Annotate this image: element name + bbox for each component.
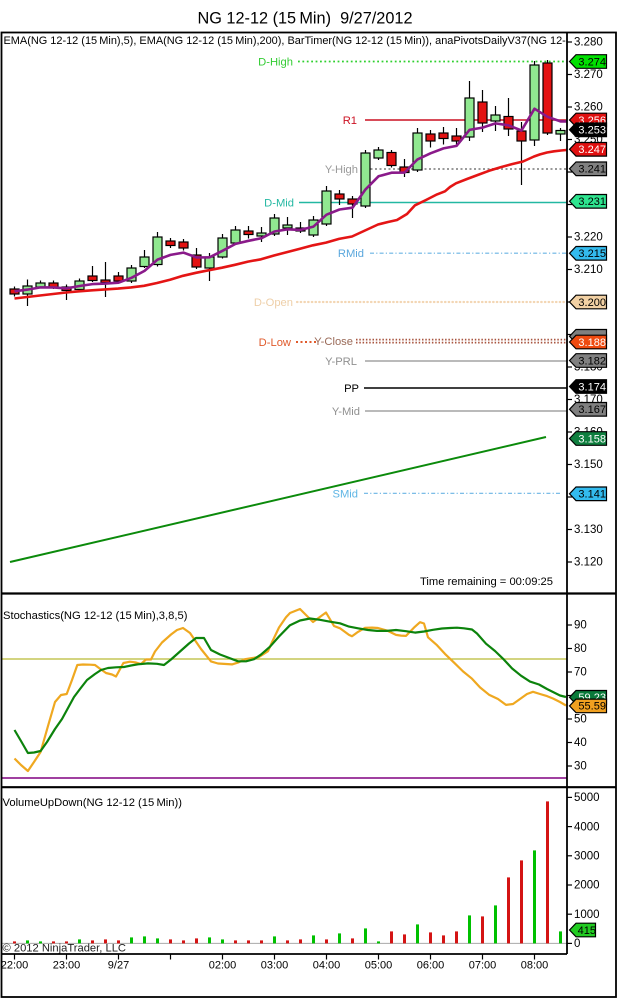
svg-text:3.188: 3.188: [578, 337, 606, 349]
svg-text:3.241: 3.241: [578, 164, 606, 176]
svg-text:3.210: 3.210: [574, 264, 603, 276]
svg-text:3.182: 3.182: [578, 355, 606, 367]
svg-text:Y-High: Y-High: [325, 164, 358, 176]
svg-text:EMA(NG 12-12 (15 Min),5), EMA(: EMA(NG 12-12 (15 Min),5), EMA(NG 12-12 (…: [4, 35, 618, 47]
svg-text:3.150: 3.150: [574, 459, 603, 471]
svg-text:3.174: 3.174: [578, 381, 606, 393]
svg-text:3.167: 3.167: [578, 404, 606, 416]
svg-text:RMid: RMid: [338, 248, 364, 260]
svg-text:90: 90: [574, 620, 587, 632]
svg-text:07:00: 07:00: [469, 960, 497, 972]
svg-text:3.130: 3.130: [574, 524, 603, 536]
svg-text:0: 0: [574, 938, 580, 950]
svg-text:NG 12-12 (15 Min) 9/27/2012: NG 12-12 (15 Min) 9/27/2012: [197, 10, 412, 28]
svg-text:3.280: 3.280: [574, 37, 603, 49]
svg-text:30: 30: [574, 761, 587, 773]
svg-text:3.260: 3.260: [574, 102, 603, 114]
svg-text:9/27: 9/27: [108, 960, 129, 972]
svg-text:Time remaining = 00:09:25: Time remaining = 00:09:25: [420, 576, 553, 588]
svg-text:06:00: 06:00: [417, 960, 445, 972]
svg-text:5000: 5000: [574, 792, 600, 804]
svg-text:70: 70: [574, 667, 587, 679]
svg-text:3.231: 3.231: [578, 196, 606, 208]
svg-text:3.215: 3.215: [578, 248, 606, 260]
svg-text:3.158: 3.158: [578, 433, 606, 445]
svg-text:55.59: 55.59: [578, 701, 606, 713]
svg-text:02:00: 02:00: [209, 960, 237, 972]
svg-text:80: 80: [574, 643, 587, 655]
svg-text:22:00: 22:00: [1, 960, 29, 972]
svg-text:R1: R1: [343, 115, 357, 127]
svg-text:SMid: SMid: [333, 488, 359, 500]
svg-text:2000: 2000: [574, 880, 600, 892]
svg-text:04:00: 04:00: [313, 960, 341, 972]
svg-text:23:00: 23:00: [53, 960, 81, 972]
svg-text:3.220: 3.220: [574, 232, 603, 244]
svg-text:D-Open: D-Open: [254, 297, 293, 309]
svg-text:D-Mid: D-Mid: [264, 198, 294, 210]
svg-text:Y-Mid: Y-Mid: [332, 406, 360, 418]
svg-text:03:00: 03:00: [261, 960, 289, 972]
svg-text:3.120: 3.120: [574, 557, 603, 569]
svg-text:Y-PRL: Y-PRL: [325, 356, 357, 368]
svg-text:3.253: 3.253: [578, 125, 606, 137]
svg-text:D-Low: D-Low: [259, 337, 292, 349]
svg-text:4000: 4000: [574, 821, 600, 833]
svg-text:3.247: 3.247: [578, 144, 606, 156]
svg-text:VolumeUpDown(NG 12-12 (15 Min): VolumeUpDown(NG 12-12 (15 Min)): [3, 797, 183, 809]
svg-text:3.141: 3.141: [578, 489, 606, 501]
svg-text:415: 415: [578, 925, 596, 937]
svg-text:© 2012 NinjaTrader, LLC: © 2012 NinjaTrader, LLC: [3, 943, 127, 955]
svg-text:3.200: 3.200: [578, 297, 606, 309]
svg-text:Stochastics(NG 12-12 (15 Min),: Stochastics(NG 12-12 (15 Min),3,8,5): [3, 610, 188, 622]
svg-text:1000: 1000: [574, 909, 600, 921]
svg-text:PP: PP: [344, 383, 359, 395]
svg-text:3000: 3000: [574, 851, 600, 863]
svg-text:D-High: D-High: [258, 57, 293, 69]
svg-text:50: 50: [574, 714, 587, 726]
svg-text:40: 40: [574, 737, 587, 749]
svg-text:3.274: 3.274: [578, 56, 606, 68]
svg-text:3.270: 3.270: [574, 69, 603, 81]
svg-text:05:00: 05:00: [365, 960, 393, 972]
svg-text:Y-Close: Y-Close: [314, 336, 353, 348]
svg-text:08:00: 08:00: [521, 960, 549, 972]
